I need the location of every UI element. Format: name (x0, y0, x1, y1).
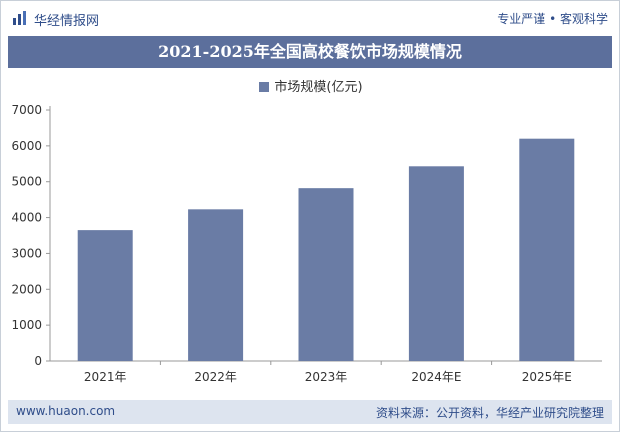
title-bar: 2021-2025年全国高校餐饮市场规模情况 (8, 36, 612, 68)
bar (298, 188, 354, 361)
y-tick-label: 1000 (11, 318, 42, 332)
tagline: 专业严谨 • 客观科学 (497, 12, 608, 26)
y-tick-label: 4000 (11, 211, 42, 225)
y-tick-label: 3000 (11, 246, 42, 260)
footer-source: 资料来源：公开资料，华经产业研究院整理 (375, 406, 604, 420)
bar-chart-logo-icon (13, 11, 26, 25)
x-tick-label: 2022年 (194, 370, 237, 384)
y-tick-label: 2000 (11, 282, 42, 296)
legend-swatch (259, 82, 270, 92)
x-tick-label: 2021年 (84, 370, 127, 384)
top-bar: 华经情报网 专业严谨 • 客观科学 (0, 0, 622, 36)
bar (188, 209, 244, 361)
bar (408, 166, 464, 361)
brand-name: 华经情报网 (34, 14, 100, 29)
x-tick-label: 2025年E (522, 370, 572, 384)
y-tick-label: 6000 (11, 139, 42, 153)
legend-label: 市场规模(亿元) (274, 80, 363, 95)
footer-website: www.huaon.com (16, 404, 116, 418)
x-tick-label: 2024年E (411, 370, 461, 384)
y-tick-label: 5000 (11, 175, 42, 189)
y-tick-label: 0 (34, 354, 42, 368)
chart-title: 2021-2025年全国高校餐饮市场规模情况 (158, 42, 462, 61)
x-tick-label: 2023年 (305, 370, 348, 384)
legend: 市场规模(亿元) (0, 76, 622, 95)
footer-bar: www.huaon.com 资料来源：公开资料，华经产业研究院整理 (8, 400, 612, 424)
bar (519, 138, 575, 361)
y-tick-label: 7000 (11, 103, 42, 117)
bar (77, 230, 133, 361)
